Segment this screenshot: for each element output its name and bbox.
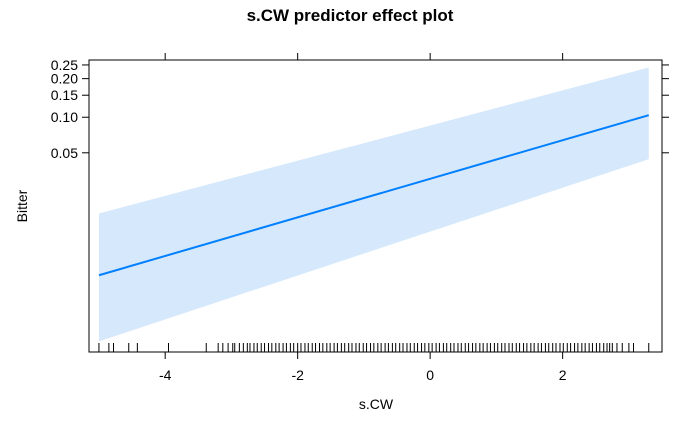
x-tick-label: 2: [559, 367, 567, 383]
y-tick-label: 0.25: [51, 57, 78, 73]
y-axis-label: Bitter: [14, 189, 30, 222]
fit-line-layer: [98, 114, 650, 277]
confidence-band-layer: [98, 67, 649, 342]
y-tick-label: 0.10: [51, 109, 78, 125]
plot-frame: [88, 59, 663, 353]
rug-marks: [98, 343, 650, 352]
y-tick-label: 0.20: [51, 71, 78, 87]
x-axis: -4 -2 0 2: [159, 53, 567, 383]
chart-title: s.CW predictor effect plot: [247, 6, 454, 25]
x-tick-label: -2: [291, 367, 304, 383]
x-tick-label: 0: [426, 367, 434, 383]
x-tick-label: -4: [159, 367, 172, 383]
fit-line: [98, 114, 650, 277]
y-tick-label: 0.05: [51, 145, 78, 161]
x-axis-label: s.CW: [359, 396, 394, 412]
y-axis: 0.05 0.10 0.150.200.25: [51, 57, 669, 161]
y-tick-label: 0.15: [51, 87, 78, 103]
confidence-band: [98, 67, 649, 342]
